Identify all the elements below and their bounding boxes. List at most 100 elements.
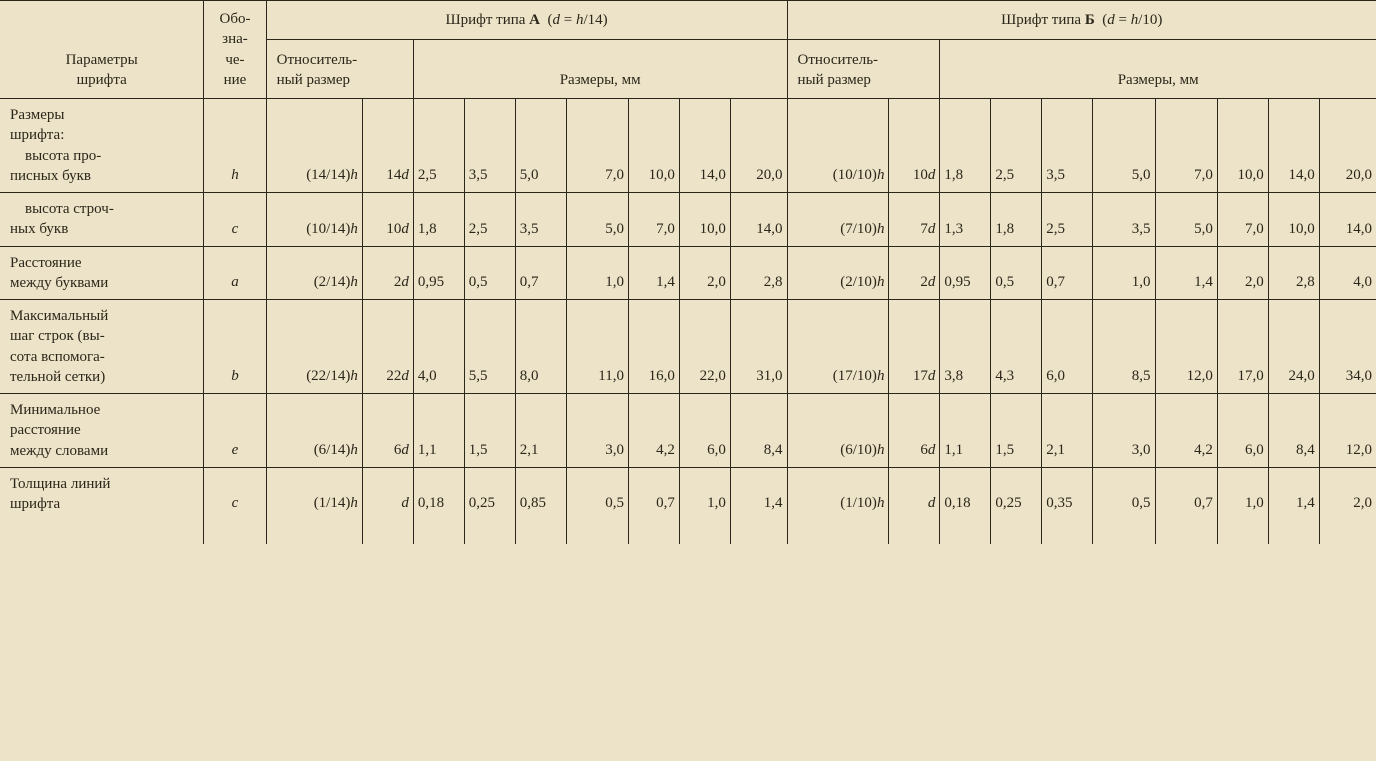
size-b: 2,5 bbox=[1042, 193, 1093, 247]
rel-d-b: 17d bbox=[889, 300, 940, 394]
rel-d-a: 22d bbox=[362, 300, 413, 394]
size-a: 0,25 bbox=[464, 467, 515, 520]
size-b: 5,0 bbox=[1155, 193, 1217, 247]
size-b: 8,4 bbox=[1268, 394, 1319, 468]
size-b: 0,7 bbox=[1155, 467, 1217, 520]
size-b: 2,1 bbox=[1042, 394, 1093, 468]
header-notation: Обо-зна-че-ние bbox=[204, 1, 266, 99]
rel-h-b: (6/10)h bbox=[787, 394, 889, 468]
size-b: 0,25 bbox=[991, 467, 1042, 520]
size-a: 1,5 bbox=[464, 394, 515, 468]
size-a: 5,0 bbox=[515, 99, 566, 193]
size-b: 1,5 bbox=[991, 394, 1042, 468]
size-b: 2,0 bbox=[1217, 246, 1268, 300]
size-b: 5,0 bbox=[1093, 99, 1155, 193]
notation-cell: h bbox=[204, 99, 266, 193]
size-b: 7,0 bbox=[1217, 193, 1268, 247]
size-b: 7,0 bbox=[1155, 99, 1217, 193]
size-b: 6,0 bbox=[1042, 300, 1093, 394]
rel-d-b: 10d bbox=[889, 99, 940, 193]
size-b: 0,7 bbox=[1042, 246, 1093, 300]
size-b: 12,0 bbox=[1319, 394, 1376, 468]
size-b: 1,0 bbox=[1217, 467, 1268, 520]
rel-h-a: (14/14)h bbox=[266, 99, 362, 193]
rel-d-b: d bbox=[889, 467, 940, 520]
rel-d-a: 10d bbox=[362, 193, 413, 247]
size-b: 1,0 bbox=[1093, 246, 1155, 300]
size-b: 0,95 bbox=[940, 246, 991, 300]
rel-h-b: (17/10)h bbox=[787, 300, 889, 394]
size-a: 3,5 bbox=[464, 99, 515, 193]
size-b: 2,5 bbox=[991, 99, 1042, 193]
rel-h-b: (10/10)h bbox=[787, 99, 889, 193]
size-b: 2,0 bbox=[1319, 467, 1376, 520]
size-a: 2,0 bbox=[679, 246, 730, 300]
size-a: 0,95 bbox=[413, 246, 464, 300]
size-b: 12,0 bbox=[1155, 300, 1217, 394]
param-cell: Толщина линийшрифта bbox=[0, 467, 204, 520]
header-type-a: Шрифт типа А (d = h/14) bbox=[266, 1, 787, 40]
size-b: 20,0 bbox=[1319, 99, 1376, 193]
rel-h-b: (2/10)h bbox=[787, 246, 889, 300]
size-b: 0,18 bbox=[940, 467, 991, 520]
table-row: Максимальныйшаг строк (вы-сота вспомога-… bbox=[0, 300, 1376, 394]
notation-cell: c bbox=[204, 467, 266, 520]
size-b: 1,3 bbox=[940, 193, 991, 247]
notation-cell: e bbox=[204, 394, 266, 468]
size-a: 2,5 bbox=[413, 99, 464, 193]
size-a: 0,18 bbox=[413, 467, 464, 520]
size-b: 1,8 bbox=[940, 99, 991, 193]
size-b: 0,35 bbox=[1042, 467, 1093, 520]
header-parameters: Параметрышрифта bbox=[0, 1, 204, 99]
size-a: 5,5 bbox=[464, 300, 515, 394]
param-cell: Расстояниемежду буквами bbox=[0, 246, 204, 300]
size-b: 4,0 bbox=[1319, 246, 1376, 300]
rel-h-a: (10/14)h bbox=[266, 193, 362, 247]
size-a: 7,0 bbox=[566, 99, 628, 193]
size-b: 2,8 bbox=[1268, 246, 1319, 300]
header-relsize-b: Относитель-ный размер bbox=[787, 39, 940, 98]
size-b: 8,5 bbox=[1093, 300, 1155, 394]
size-a: 11,0 bbox=[566, 300, 628, 394]
param-cell: Минимальноерасстояниемежду словами bbox=[0, 394, 204, 468]
rel-h-b: (7/10)h bbox=[787, 193, 889, 247]
size-b: 1,4 bbox=[1155, 246, 1217, 300]
size-b: 6,0 bbox=[1217, 394, 1268, 468]
rel-d-b: 6d bbox=[889, 394, 940, 468]
table-row: Расстояниемежду буквамиa(2/14)h2d0,950,5… bbox=[0, 246, 1376, 300]
header-sizes-b: Размеры, мм bbox=[940, 39, 1376, 98]
size-b: 4,3 bbox=[991, 300, 1042, 394]
size-a: 20,0 bbox=[730, 99, 787, 193]
size-a: 1,1 bbox=[413, 394, 464, 468]
font-parameters-table: Параметрышрифта Обо-зна-че-ние Шрифт тип… bbox=[0, 0, 1376, 544]
table-row: Размерышрифта: высота про-писных буквh(1… bbox=[0, 99, 1376, 193]
size-b: 3,5 bbox=[1093, 193, 1155, 247]
table-row: Толщина линийшрифтаc(1/14)hd0,180,250,85… bbox=[0, 467, 1376, 520]
size-b: 0,5 bbox=[991, 246, 1042, 300]
size-a: 1,0 bbox=[566, 246, 628, 300]
size-a: 4,0 bbox=[413, 300, 464, 394]
size-a: 1,4 bbox=[628, 246, 679, 300]
size-b: 17,0 bbox=[1217, 300, 1268, 394]
size-a: 14,0 bbox=[730, 193, 787, 247]
size-a: 3,0 bbox=[566, 394, 628, 468]
notation-cell: b bbox=[204, 300, 266, 394]
size-a: 1,8 bbox=[413, 193, 464, 247]
size-b: 3,5 bbox=[1042, 99, 1093, 193]
size-a: 7,0 bbox=[628, 193, 679, 247]
size-a: 16,0 bbox=[628, 300, 679, 394]
size-a: 1,0 bbox=[679, 467, 730, 520]
size-b: 3,0 bbox=[1093, 394, 1155, 468]
size-a: 2,5 bbox=[464, 193, 515, 247]
size-b: 1,1 bbox=[940, 394, 991, 468]
table-row: Минимальноерасстояниемежду словамиe(6/14… bbox=[0, 394, 1376, 468]
rel-h-a: (1/14)h bbox=[266, 467, 362, 520]
rel-d-b: 7d bbox=[889, 193, 940, 247]
notation-cell: a bbox=[204, 246, 266, 300]
size-a: 3,5 bbox=[515, 193, 566, 247]
trailing-rule-row bbox=[0, 520, 1376, 544]
size-a: 8,0 bbox=[515, 300, 566, 394]
size-a: 0,5 bbox=[464, 246, 515, 300]
size-a: 2,8 bbox=[730, 246, 787, 300]
param-cell: Максимальныйшаг строк (вы-сота вспомога-… bbox=[0, 300, 204, 394]
